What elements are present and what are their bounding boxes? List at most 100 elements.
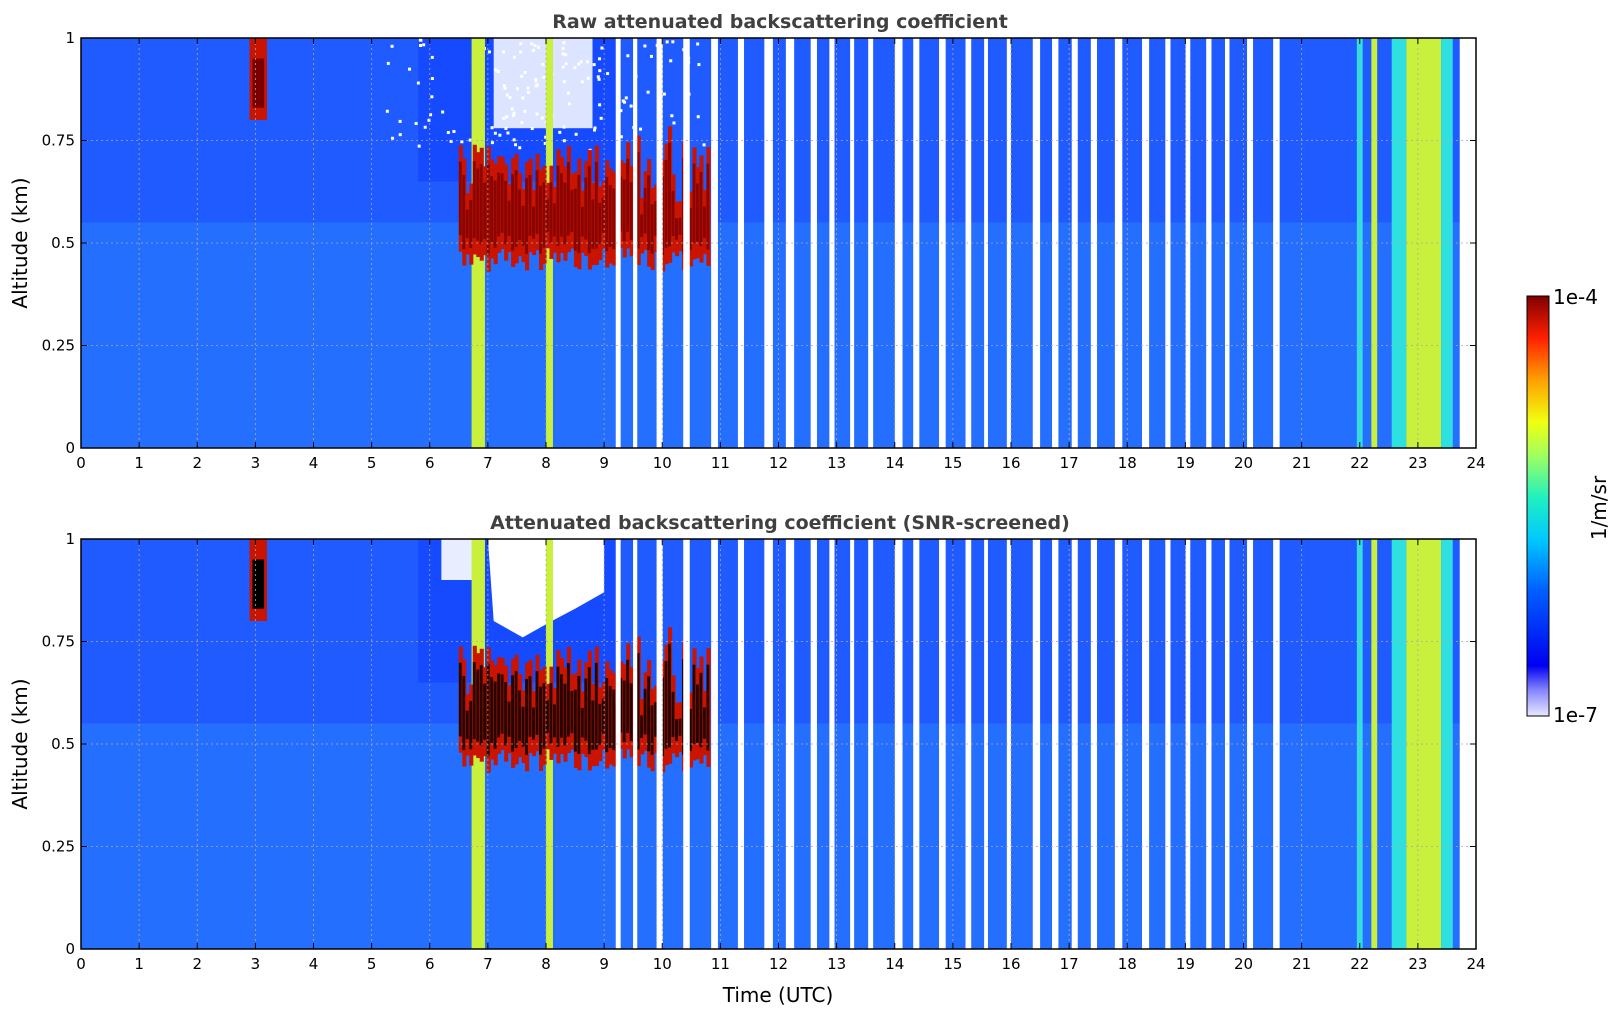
noise-pixel — [672, 121, 676, 125]
cloud-core — [511, 174, 515, 251]
colorbar-min-label: 1e-7 — [1553, 703, 1598, 727]
x-tick-label: 1 — [134, 955, 144, 973]
cloud-core — [563, 683, 567, 746]
noise-pixel — [696, 42, 700, 46]
noise-pixel — [598, 69, 602, 73]
cloud-core — [636, 152, 640, 249]
cloud-core — [640, 715, 644, 738]
cloud-core — [472, 662, 476, 740]
cloud-core — [668, 142, 671, 247]
cloud-core — [500, 674, 504, 734]
cloud-core — [507, 701, 511, 737]
data-gap — [894, 539, 903, 949]
cloud-core — [605, 176, 609, 252]
cloud-core — [462, 174, 466, 250]
x-tick-label: 18 — [1118, 955, 1137, 973]
data-gap — [615, 38, 621, 448]
data-gap — [894, 38, 903, 448]
cloud-core — [479, 164, 483, 245]
y-tick-label: 0.25 — [42, 838, 75, 856]
noise-pixel — [593, 126, 597, 130]
cloud-core — [598, 202, 602, 244]
cloud-core — [566, 162, 570, 236]
data-gap — [1142, 539, 1150, 949]
x-tick-label: 11 — [711, 454, 730, 472]
data-gap — [1090, 38, 1098, 448]
data-gap — [1142, 38, 1150, 448]
x-tick-label: 6 — [425, 454, 435, 472]
cloud-core — [688, 709, 692, 752]
y-tick-label: 1 — [65, 530, 75, 548]
noise-pixel — [385, 109, 389, 113]
cloud-core — [702, 206, 706, 238]
noise-pixel — [429, 113, 433, 117]
panel-screened: Attenuated backscattering coefficient (S… — [8, 512, 1486, 1007]
cloud-core — [490, 676, 494, 744]
noise-pixel — [487, 50, 491, 54]
y-axis-label-raw: Altitude (km) — [8, 177, 32, 308]
data-gap — [711, 38, 718, 448]
noise-pixel — [646, 90, 650, 94]
cloud-core — [619, 677, 623, 733]
cloud-patch-core — [252, 559, 265, 609]
x-tick-label: 20 — [1234, 454, 1253, 472]
x-ticks-screened: 0 1 2 3 4 5 6 7 8 9 10 11 12 13 14 15 16 17 18 19 20 21 22 23 24 — [76, 539, 1486, 973]
cloud-core — [622, 680, 626, 743]
cloud-core — [668, 643, 671, 748]
noise-pixel — [417, 144, 421, 148]
cloud-core — [507, 200, 511, 236]
x-tick-label: 12 — [769, 454, 788, 472]
cloud-core — [539, 686, 542, 755]
cloud-core — [532, 206, 535, 239]
cloud-core — [476, 168, 480, 241]
cloud-core — [647, 676, 651, 752]
noise-pixel — [558, 130, 562, 134]
x-tick-label: 6 — [425, 955, 435, 973]
cloud-core — [580, 206, 584, 237]
cloud-core — [695, 684, 699, 743]
y-tick-label: 0.25 — [42, 337, 75, 355]
noise-pixel — [671, 40, 675, 44]
data-gap — [737, 38, 745, 448]
cloud-core — [629, 683, 633, 741]
cloud-core — [577, 174, 581, 253]
noise-pixel — [562, 139, 566, 143]
cloud-core — [549, 683, 553, 744]
cloud-core — [532, 707, 535, 740]
noise-pixel — [626, 54, 630, 58]
cloud-core — [504, 682, 508, 746]
x-tick-label: 10 — [653, 454, 672, 472]
cloud-core — [580, 707, 584, 738]
noise-pixel — [702, 143, 706, 147]
cloud-core — [671, 691, 675, 737]
noise-pixel — [408, 67, 412, 71]
x-tick-label: 3 — [251, 454, 261, 472]
data-gap — [633, 38, 638, 448]
noise-pixel — [398, 119, 402, 123]
cloud-core — [650, 204, 654, 254]
cloud-core — [549, 182, 553, 243]
cloud-core — [469, 199, 473, 249]
noise-pixel — [530, 127, 534, 131]
cloud-core — [573, 689, 577, 752]
cloud-core — [472, 161, 476, 239]
data-gap — [615, 539, 621, 949]
cloud-core — [525, 679, 528, 755]
cloud-core — [626, 158, 630, 233]
noise-pixel — [422, 43, 426, 47]
y-tick-label: 0.75 — [42, 633, 75, 651]
grid-raw — [81, 38, 1476, 448]
cloud-core — [546, 700, 549, 733]
grid-screened — [81, 539, 1476, 949]
data-gap — [737, 539, 745, 949]
data-gap — [656, 539, 663, 949]
noise-pixel — [449, 139, 453, 143]
x-tick-label: 3 — [251, 955, 261, 973]
noise-pixel — [423, 125, 427, 129]
cloud-core — [528, 676, 532, 737]
cloud-core — [500, 173, 504, 233]
cloud-core — [559, 674, 563, 738]
cloud-core — [640, 214, 644, 237]
noise-pixel — [414, 122, 418, 126]
